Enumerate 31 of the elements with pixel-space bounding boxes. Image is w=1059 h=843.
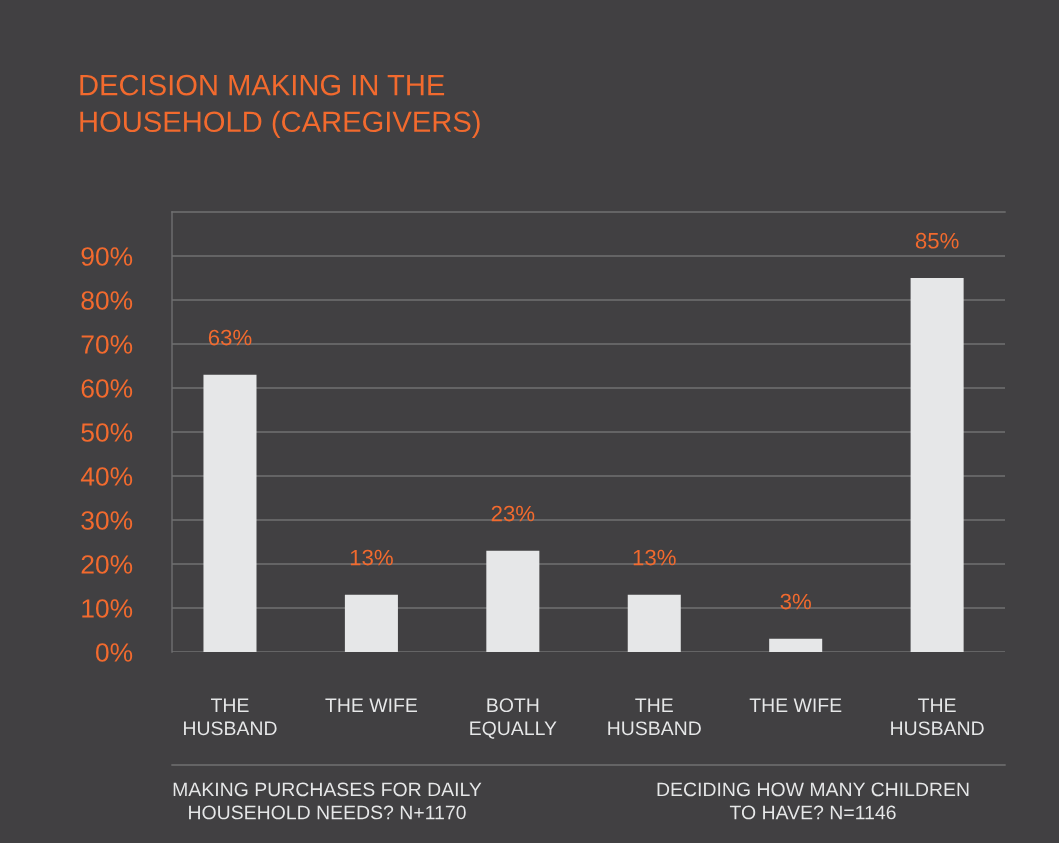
x-tick-label: THE HUSBAND (891, 698, 984, 736)
y-tick-label: 90% (81, 247, 133, 266)
y-tick-label: 80% (81, 291, 133, 310)
bar (486, 550, 540, 652)
data-label: 85% (915, 232, 959, 249)
x-tick-label: BOTH EQUALLY (470, 698, 557, 739)
data-label: 23% (491, 505, 535, 522)
y-tick-label: 30% (81, 511, 133, 530)
bar (910, 278, 964, 652)
y-tick-label: 0% (96, 643, 133, 662)
x-tick-label: THE HUSBAND (184, 698, 277, 736)
chart-title: DECISION MAKING IN THE HOUSEHOLD (CAREGIVERS) (80, 74, 480, 138)
text: MAKING PURCHASES FOR DAILY HOUSEHOLD NEEDS? N+1170 (173, 782, 482, 820)
data-label: 13% (350, 549, 393, 566)
bar (627, 594, 681, 652)
x-tick-label: THE WIFE (749, 698, 842, 712)
y-tick-label: 20% (81, 555, 133, 574)
bar (344, 594, 398, 652)
bar (203, 374, 257, 652)
y-tick-label: 40% (80, 467, 133, 486)
y-tick-label: 70% (81, 335, 133, 354)
text: DECIDING HOW MANY CHILDREN TO HAVE? N=1146 (657, 782, 969, 820)
y-tick-label: 10% (82, 599, 133, 618)
data-label: 13% (633, 549, 676, 566)
data-label: 63% (208, 329, 252, 346)
x-tick-label: THE HUSBAND (608, 698, 701, 736)
x-tick-label: THE WIFE (325, 698, 418, 712)
y-tick-label: 60% (81, 379, 133, 398)
bar (769, 638, 823, 652)
data-label: 3% (780, 593, 811, 610)
y-tick-label: 50% (81, 423, 133, 442)
